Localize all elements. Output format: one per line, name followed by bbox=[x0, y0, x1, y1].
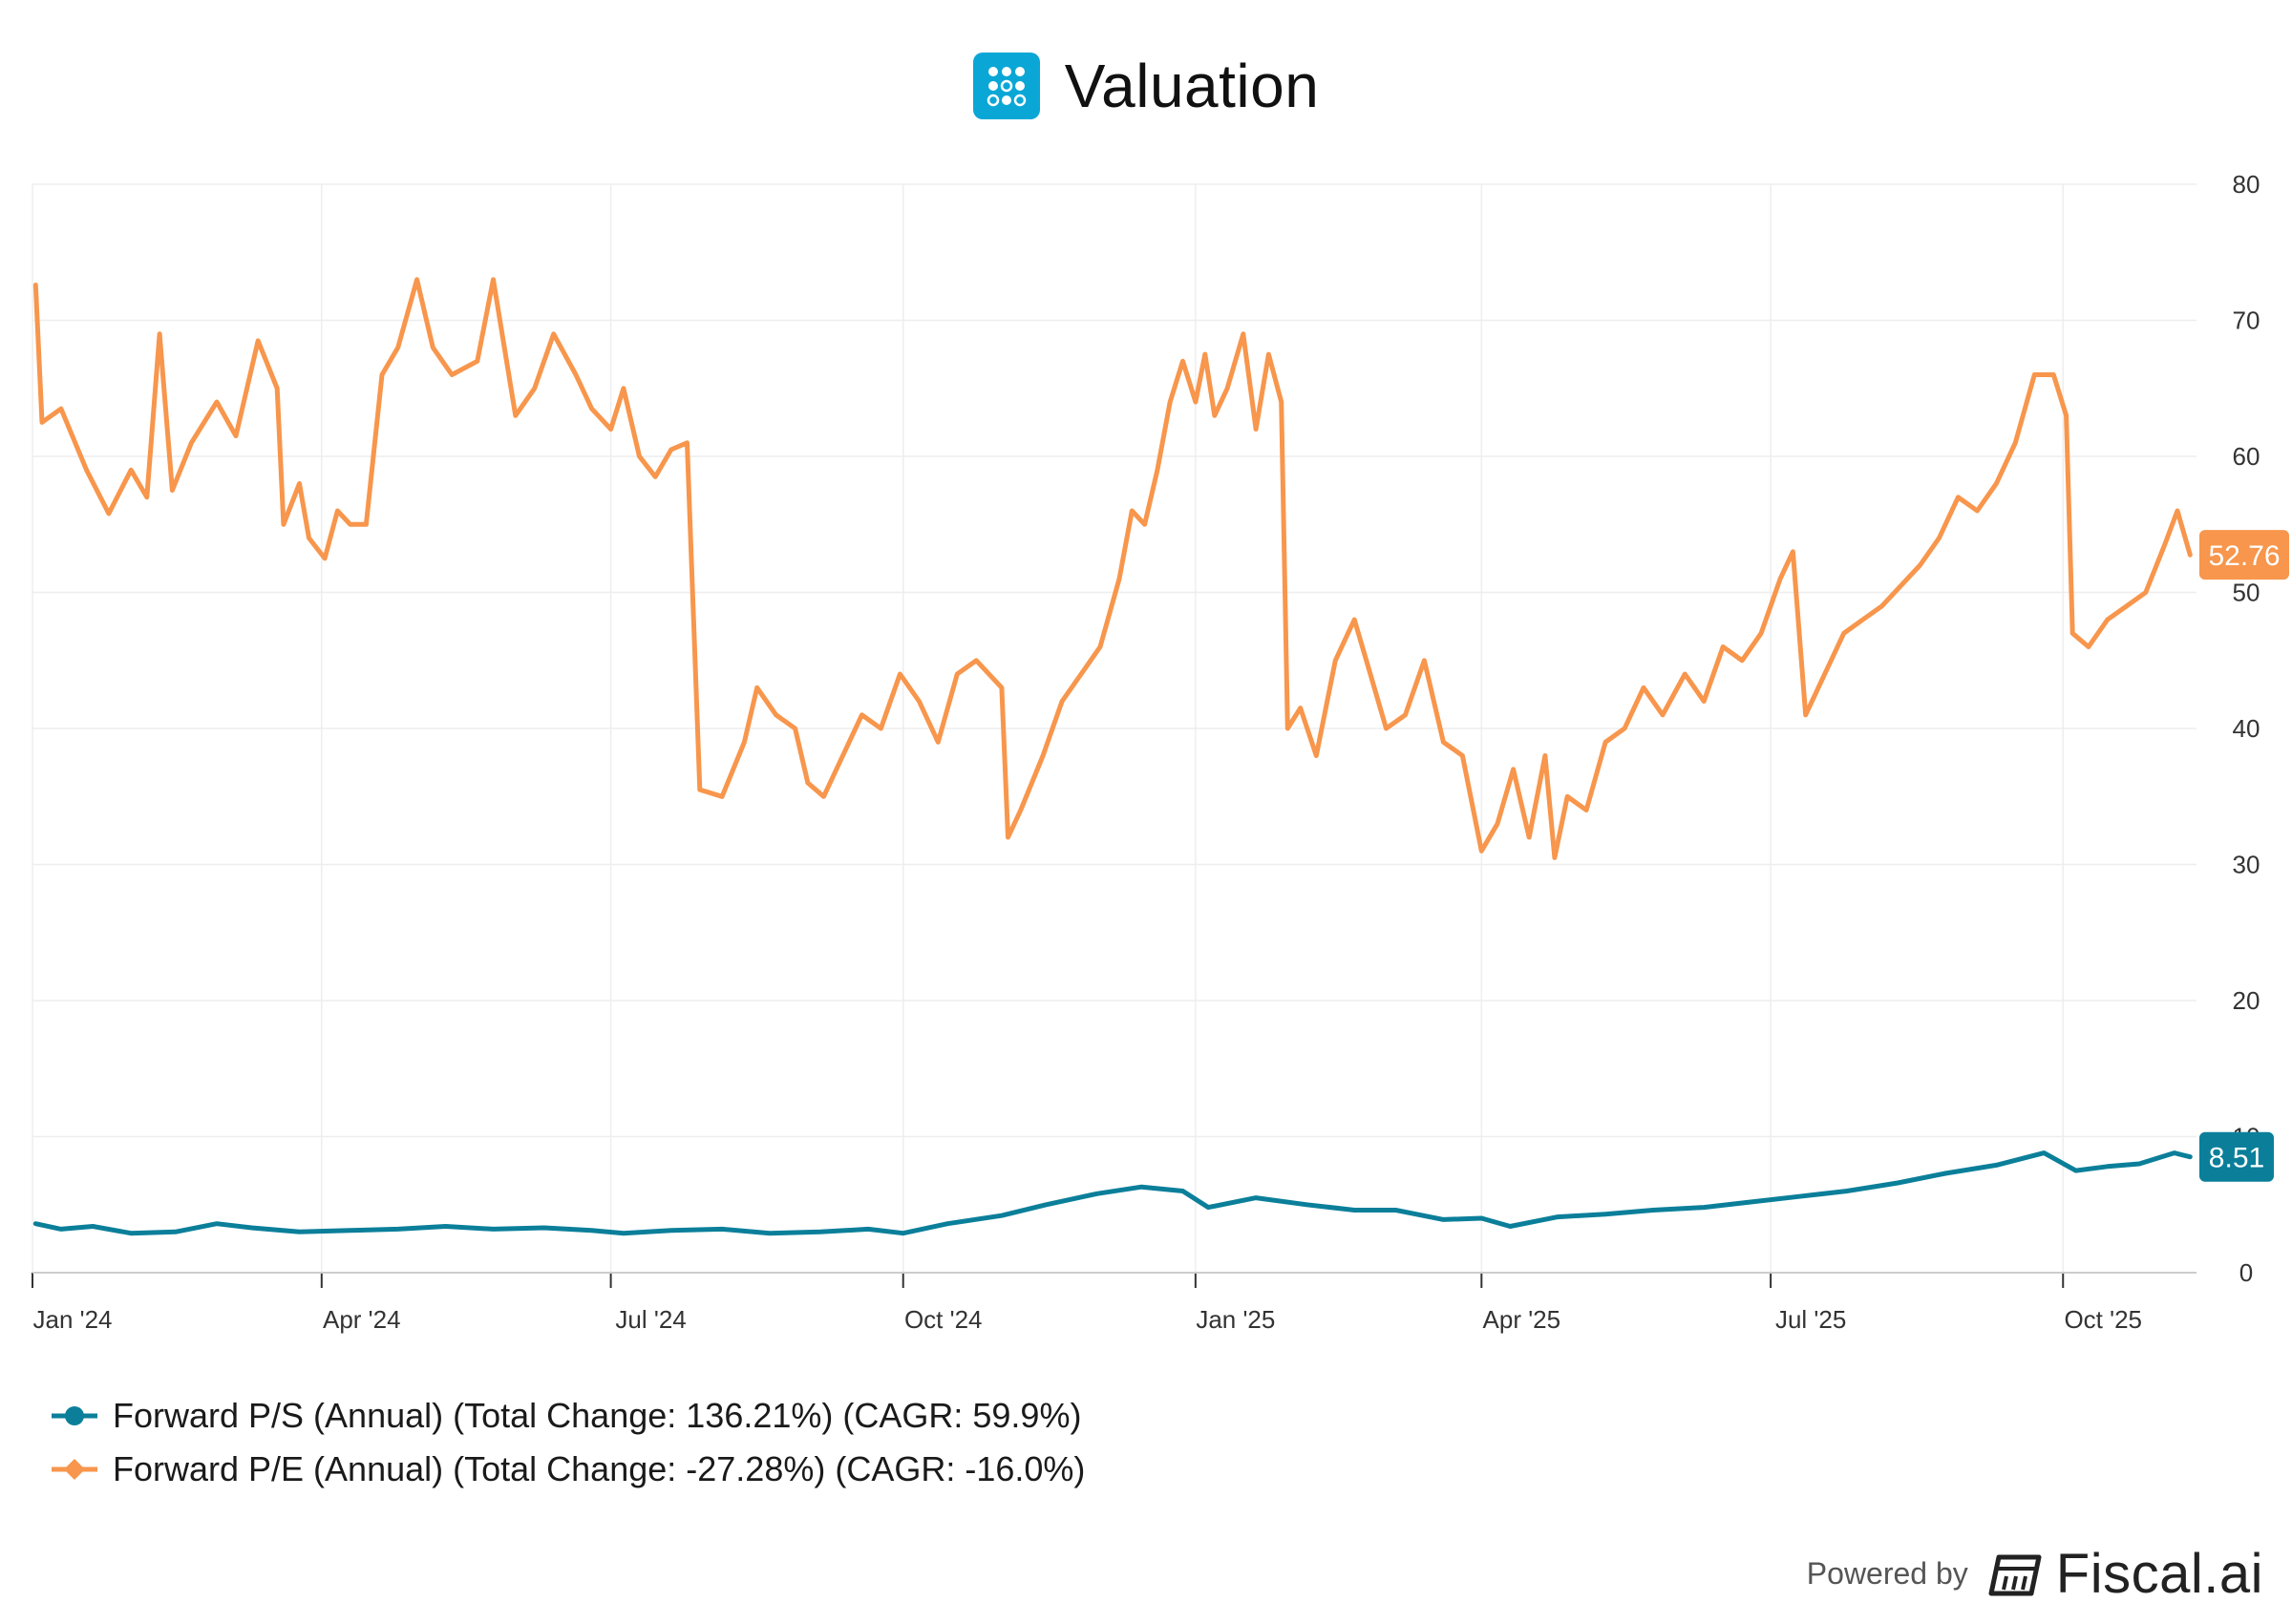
footer-branding: Powered by Fiscal.ai bbox=[1807, 1542, 2263, 1606]
legend-item-forward-ps[interactable]: Forward P/S (Annual) (Total Change: 136.… bbox=[50, 1389, 1085, 1443]
x-tick-label-7: Oct '25 bbox=[2064, 1305, 2142, 1334]
y-tick-label-0: 0 bbox=[2239, 1258, 2253, 1287]
chart-header: Valuation bbox=[0, 38, 2292, 134]
y-tick-label-60: 60 bbox=[2233, 442, 2260, 471]
x-tick-label-6: Jul '25 bbox=[1775, 1305, 1846, 1334]
fiscal-logo-icon bbox=[1988, 1554, 2042, 1595]
y-tick-label-20: 20 bbox=[2233, 986, 2260, 1015]
series-lines[interactable] bbox=[32, 277, 2193, 1236]
series-line-ps[interactable] bbox=[32, 1150, 2193, 1236]
legend-label-forward-pe: Forward P/E (Annual) (Total Change: -27.… bbox=[113, 1449, 1086, 1488]
x-tick-label-2: Jul '24 bbox=[615, 1305, 686, 1334]
last-value-label-pe: 52.76 bbox=[2208, 540, 2280, 572]
y-tick-label-70: 70 bbox=[2233, 306, 2260, 335]
company-logo-icon bbox=[972, 53, 1040, 119]
x-tick-label-1: Apr '24 bbox=[323, 1305, 401, 1334]
y-tick-label-30: 30 bbox=[2233, 851, 2260, 879]
circle-marker-icon bbox=[52, 1406, 97, 1425]
x-tick-label-5: Apr '25 bbox=[1483, 1305, 1561, 1334]
legend-item-forward-pe[interactable]: Forward P/E (Annual) (Total Change: -27.… bbox=[50, 1443, 1085, 1496]
fiscal-brand-name: Fiscal.ai bbox=[2055, 1543, 2263, 1605]
y-tick-label-80: 80 bbox=[2233, 170, 2260, 199]
x-tick-label-0: Jan '24 bbox=[32, 1305, 112, 1334]
legend-label-forward-ps: Forward P/S (Annual) (Total Change: 136.… bbox=[113, 1396, 1082, 1435]
x-tick-label-4: Jan '25 bbox=[1196, 1305, 1275, 1334]
diamond-marker-icon bbox=[52, 1459, 97, 1480]
y-tick-label-50: 50 bbox=[2233, 579, 2260, 607]
last-value-badges: 52.76 8.51 bbox=[2199, 530, 2289, 1182]
last-value-badge-pe bbox=[2199, 530, 2289, 580]
chart-title: Valuation bbox=[1064, 52, 1320, 120]
chart-legend: Forward P/S (Annual) (Total Change: 136.… bbox=[50, 1389, 1085, 1496]
powered-by-text: Powered by bbox=[1806, 1556, 1968, 1591]
last-value-label-ps: 8.51 bbox=[2209, 1143, 2264, 1174]
y-tick-label-40: 40 bbox=[2233, 714, 2260, 743]
grid-lines bbox=[32, 183, 2196, 1273]
last-value-badge-ps bbox=[2199, 1131, 2274, 1182]
x-tick-label-3: Oct '24 bbox=[904, 1305, 983, 1334]
series-line-pe[interactable] bbox=[32, 277, 2193, 860]
